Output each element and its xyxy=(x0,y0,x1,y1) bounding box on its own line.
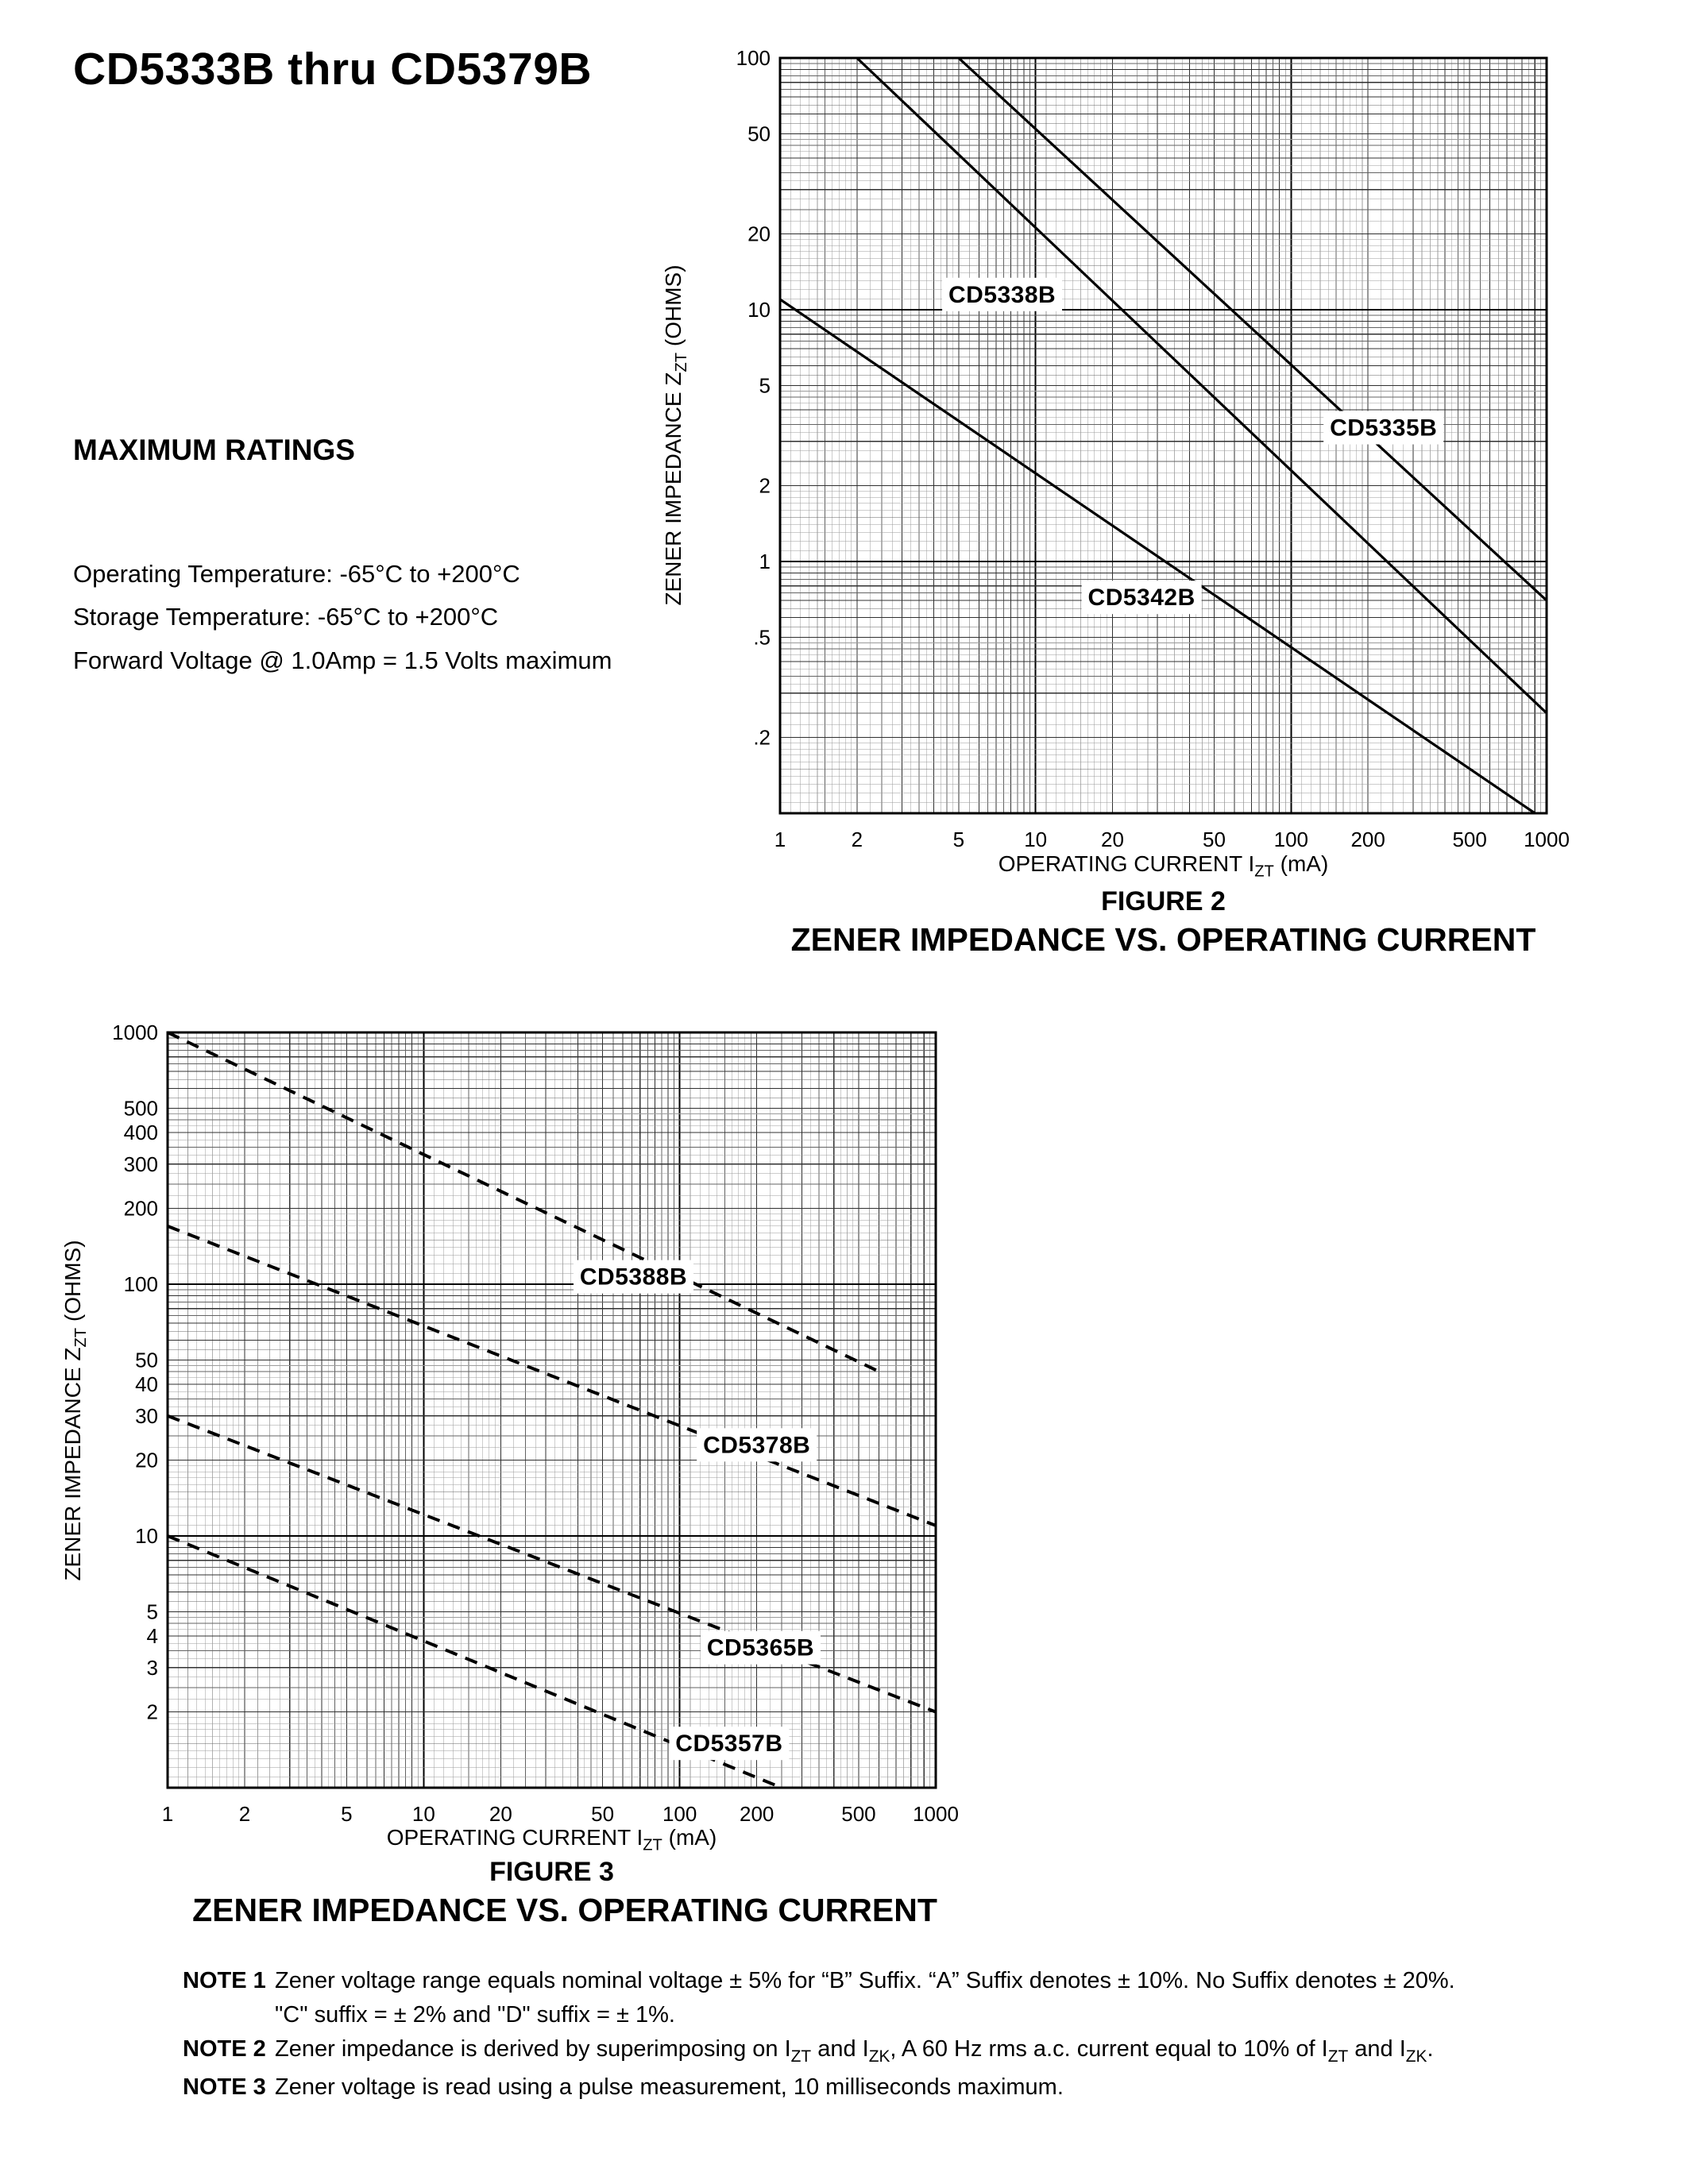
svg-text:1: 1 xyxy=(759,550,771,573)
svg-text:1: 1 xyxy=(774,828,786,851)
figure2-chart: CD5338B CD5335B CD5342B 1 2 5 10 20 50 100 200 500 1… xyxy=(736,47,1570,851)
fig3-title: ZENER IMPEDANCE VS. OPERATING CURRENT xyxy=(192,1892,937,1928)
svg-text:2: 2 xyxy=(759,474,771,498)
svg-text:5: 5 xyxy=(953,828,964,851)
svg-text:40: 40 xyxy=(135,1372,158,1396)
note-1-label: NOTE 1 xyxy=(183,1968,266,1993)
svg-text:50: 50 xyxy=(747,122,771,145)
svg-text:500: 500 xyxy=(1452,828,1486,851)
svg-text:5: 5 xyxy=(341,1802,352,1826)
svg-text:500: 500 xyxy=(841,1802,875,1826)
rating-line-forward-voltage: Forward Voltage @ 1.0Amp = 1.5 Volts max… xyxy=(73,646,612,674)
svg-text:4: 4 xyxy=(147,1624,158,1648)
note-1-continued-text: "C" suffix = ± 2% and "D" suffix = ± 1%. xyxy=(275,2002,675,2028)
notes-section: NOTE 1 Zener voltage range equals nomina… xyxy=(183,1965,1628,2105)
svg-text:100: 100 xyxy=(124,1272,158,1296)
note-3-text: Zener voltage is read using a pulse meas… xyxy=(275,2074,1064,2100)
svg-text:20: 20 xyxy=(1101,828,1124,851)
svg-text:500: 500 xyxy=(124,1096,158,1120)
svg-text:10: 10 xyxy=(747,298,771,322)
svg-text:.5: .5 xyxy=(753,625,771,649)
fig2-title: ZENER IMPEDANCE VS. OPERATING CURRENT xyxy=(790,921,1536,958)
svg-text:200: 200 xyxy=(740,1802,774,1826)
svg-text:50: 50 xyxy=(591,1802,614,1826)
note-2-text: Zener impedance is derived by superimpos… xyxy=(275,2036,1434,2066)
svg-text:1000: 1000 xyxy=(1524,828,1570,851)
svg-text:1000: 1000 xyxy=(913,1802,959,1826)
svg-text:CD5357B: CD5357B xyxy=(675,1731,782,1757)
svg-text:2: 2 xyxy=(852,828,863,851)
figure3-chart: CD5388B CD5378B CD5365B CD5357B 1 2 5 10 20 50 100… xyxy=(112,1021,959,1826)
svg-text:10: 10 xyxy=(135,1524,158,1548)
svg-text:50: 50 xyxy=(135,1348,158,1372)
note-3: NOTE 3 Zener voltage is read using a pul… xyxy=(183,2071,1628,2103)
fig2-x-axis-title: OPERATING CURRENT IZT (mA) xyxy=(998,851,1329,881)
svg-text:50: 50 xyxy=(1203,828,1226,851)
svg-text:2: 2 xyxy=(239,1802,250,1826)
note-1: NOTE 1 Zener voltage range equals nomina… xyxy=(183,1965,1628,1997)
svg-text:100: 100 xyxy=(736,47,771,70)
svg-text:100: 100 xyxy=(662,1802,697,1826)
max-ratings-list: Operating Temperature: -65°C to +200°C S… xyxy=(73,553,612,682)
svg-text:20: 20 xyxy=(489,1802,512,1826)
svg-text:200: 200 xyxy=(1350,828,1385,851)
note-1-continued: "C" suffix = ± 2% and "D" suffix = ± 1%. xyxy=(183,1999,1628,2031)
note-2: NOTE 2 Zener impedance is derived by sup… xyxy=(183,2033,1628,2069)
svg-text:400: 400 xyxy=(124,1121,158,1144)
svg-text:.2: .2 xyxy=(753,726,771,750)
svg-text:20: 20 xyxy=(135,1449,158,1472)
max-ratings-heading: MAXIMUM RATINGS xyxy=(73,434,355,466)
note-1-text: Zener voltage range equals nominal volta… xyxy=(275,1968,1455,1993)
svg-text:3: 3 xyxy=(147,1656,158,1680)
svg-text:1000: 1000 xyxy=(112,1021,158,1044)
svg-text:10: 10 xyxy=(412,1802,435,1826)
fig2-caption: FIGURE 2 xyxy=(1101,886,1226,916)
fig2-y-axis-title: ZENER IMPEDANCE ZZT (OHMS) xyxy=(661,264,690,606)
svg-text:5: 5 xyxy=(759,373,771,397)
svg-text:CD5335B: CD5335B xyxy=(1330,415,1437,442)
rating-line-operating-temp: Operating Temperature: -65°C to +200°C xyxy=(73,560,520,588)
svg-text:2: 2 xyxy=(147,1700,158,1724)
svg-text:1: 1 xyxy=(162,1802,173,1826)
note-1-continued-label xyxy=(183,1999,275,2031)
fig3-y-axis-title: ZENER IMPEDANCE ZZT (OHMS) xyxy=(60,1240,90,1581)
svg-text:10: 10 xyxy=(1024,828,1047,851)
svg-text:300: 300 xyxy=(124,1152,158,1176)
svg-text:CD5342B: CD5342B xyxy=(1088,585,1196,611)
svg-text:CD5388B: CD5388B xyxy=(580,1264,687,1291)
svg-text:CD5365B: CD5365B xyxy=(707,1635,814,1661)
svg-text:200: 200 xyxy=(124,1197,158,1221)
note-3-label: NOTE 3 xyxy=(183,2074,266,2100)
page-title: CD5333B thru CD5379B xyxy=(73,44,593,95)
svg-text:30: 30 xyxy=(135,1404,158,1428)
svg-text:CD5378B: CD5378B xyxy=(703,1432,810,1458)
svg-text:5: 5 xyxy=(147,1599,158,1623)
fig3-caption: FIGURE 3 xyxy=(489,1857,614,1887)
rating-line-storage-temp: Storage Temperature: -65°C to +200°C xyxy=(73,603,499,631)
svg-text:CD5338B: CD5338B xyxy=(948,282,1056,308)
svg-text:20: 20 xyxy=(747,222,771,246)
note-2-label: NOTE 2 xyxy=(183,2036,266,2062)
svg-text:100: 100 xyxy=(1274,828,1308,851)
fig3-x-axis-title: OPERATING CURRENT IZT (mA) xyxy=(386,1825,717,1854)
